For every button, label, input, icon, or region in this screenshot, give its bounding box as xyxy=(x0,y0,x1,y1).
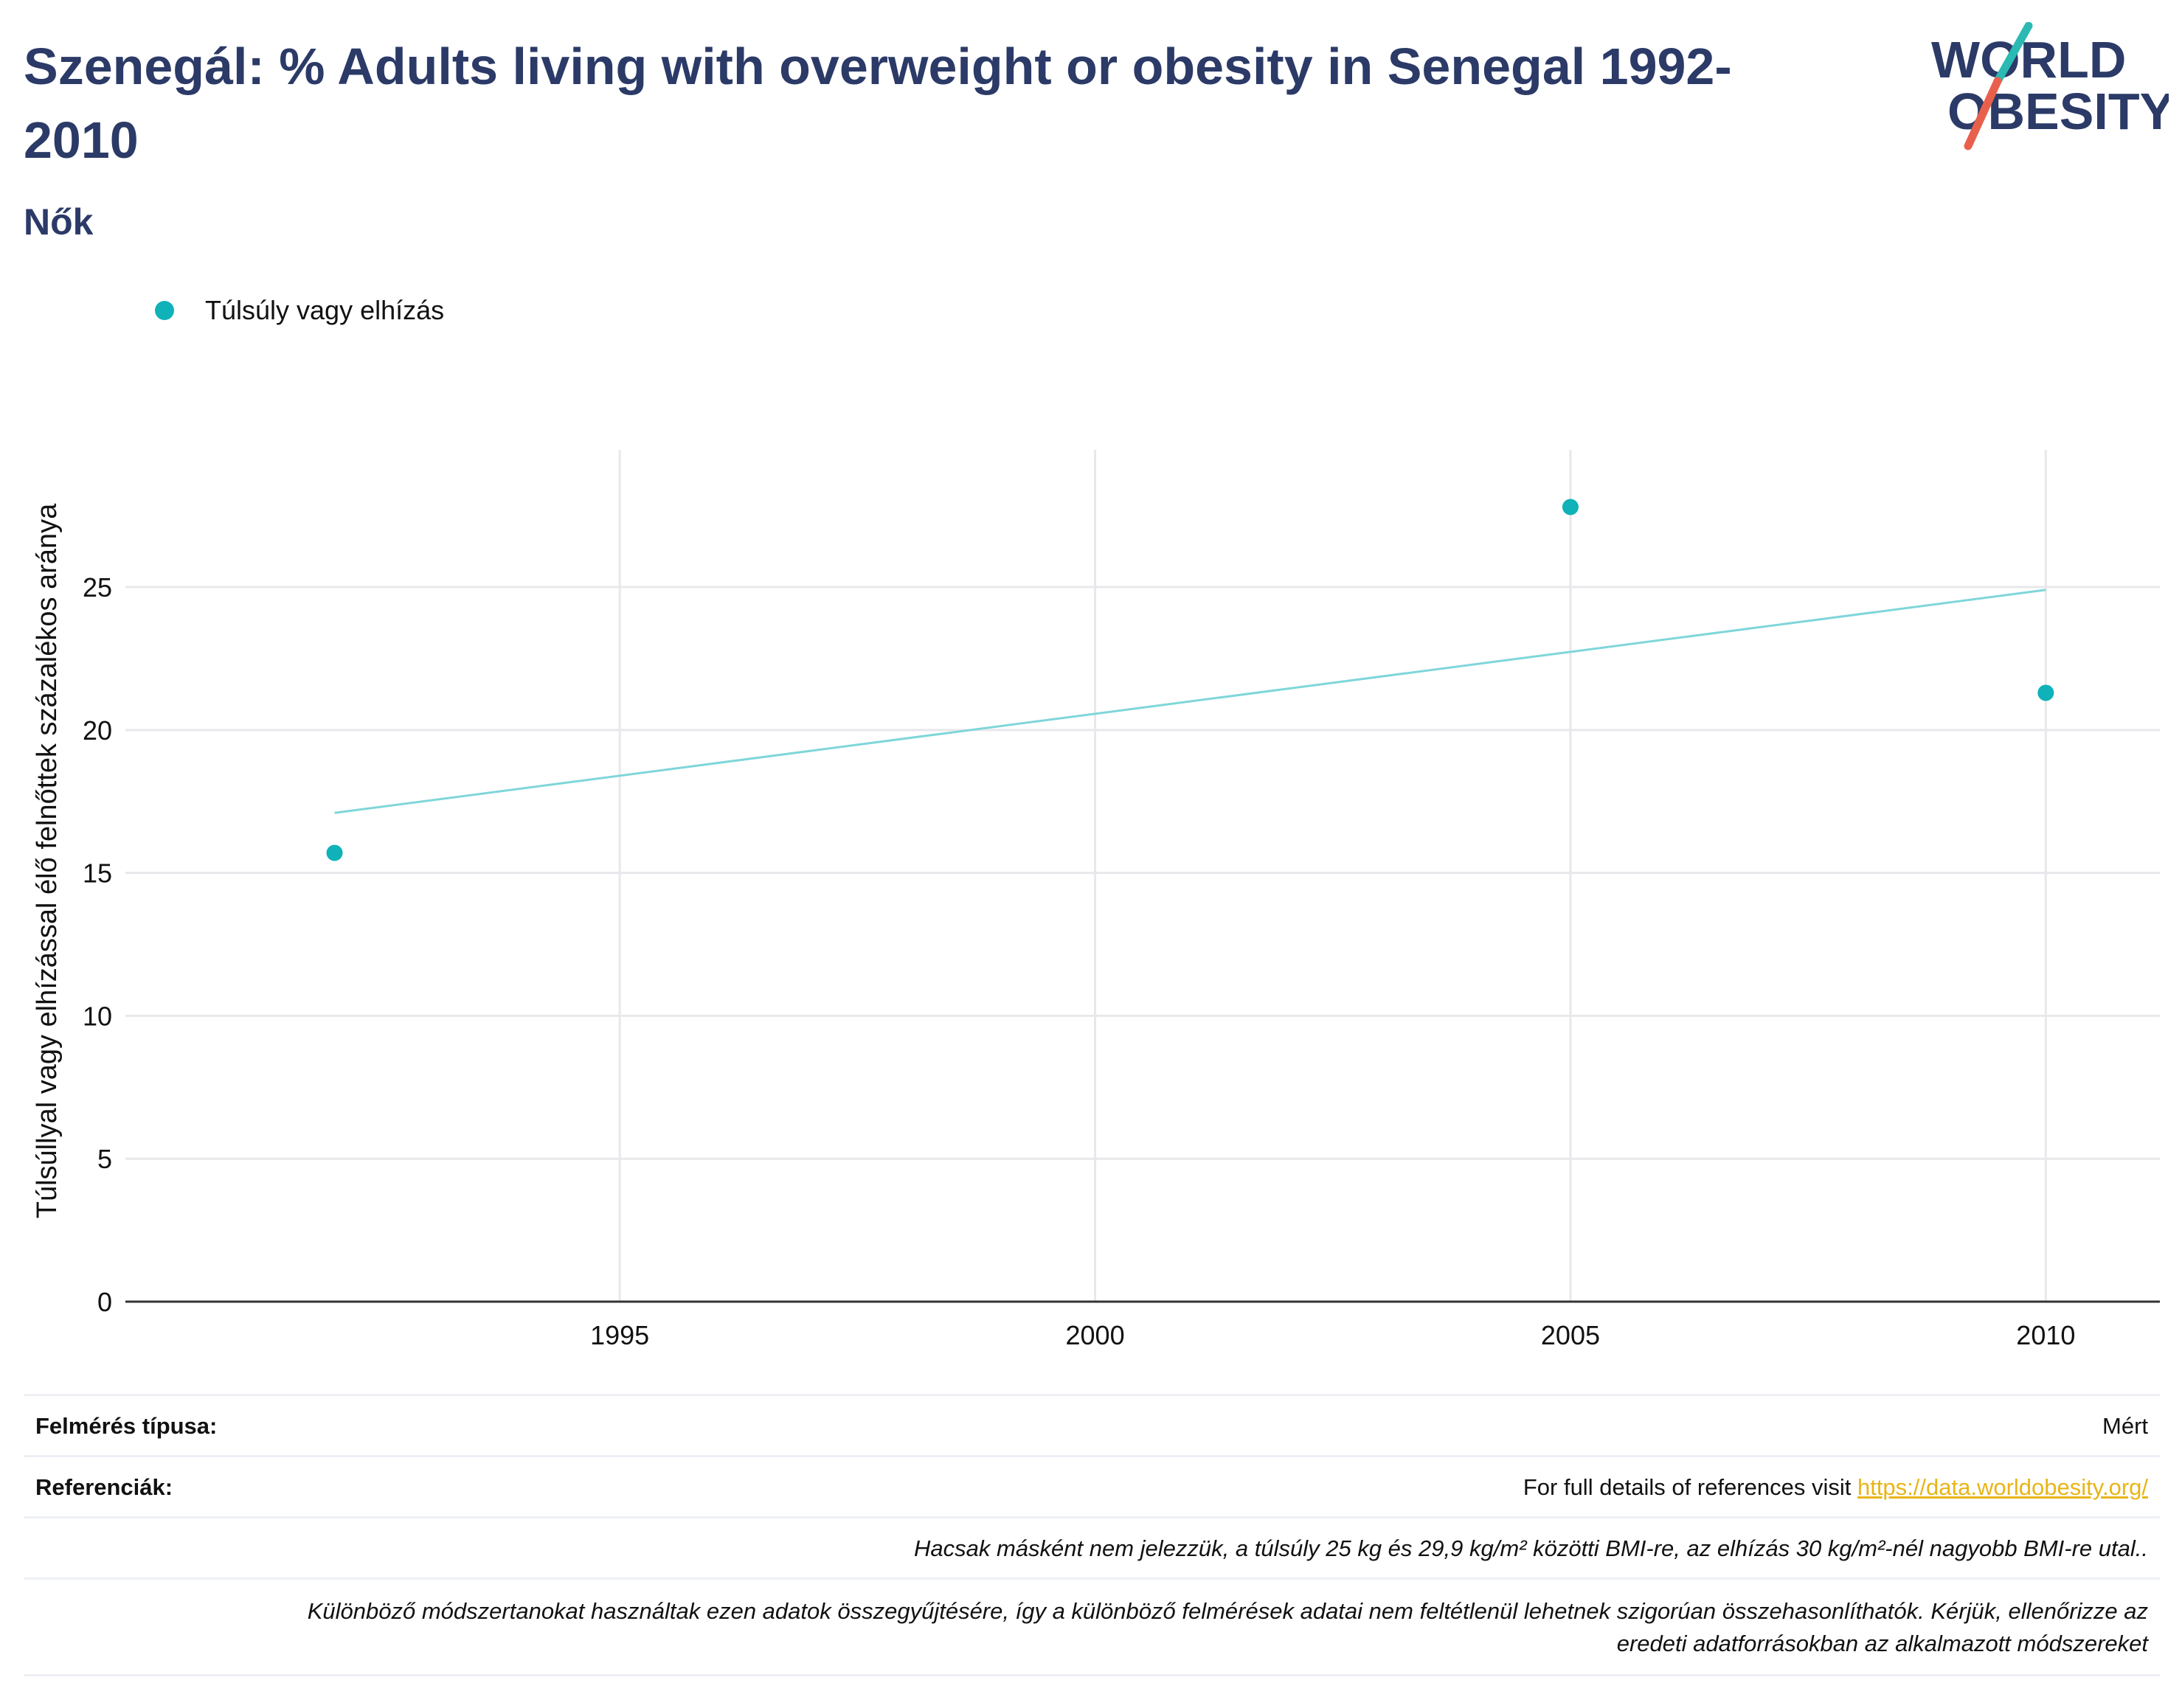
references-link[interactable]: https://data.worldobesity.org/ xyxy=(1857,1474,2148,1500)
definition-note: Hacsak másként nem jelezzük, a túlsúly 2… xyxy=(914,1535,2148,1561)
footer-row-references: Referenciák: For full details of referen… xyxy=(24,1457,2160,1518)
x-tick-label: 1995 xyxy=(590,1320,649,1350)
y-tick-label: 20 xyxy=(83,715,112,746)
y-tick-label: 15 xyxy=(83,858,112,889)
logo-slash-red xyxy=(1964,77,2002,150)
world-obesity-logo: WORLD OBESITY xyxy=(1931,22,2169,150)
scatter-chart: 0 5 10 15 20 25 1995 2000 2005 2010 Túlsúllyal vag… xyxy=(32,450,2160,1350)
data-point xyxy=(1562,499,1579,515)
y-tick-label: 10 xyxy=(83,1001,112,1031)
chart-subtitle: Nők xyxy=(24,201,94,243)
x-tick-label: 2010 xyxy=(2016,1320,2075,1350)
survey-type-label: Felmérés típusa: xyxy=(35,1413,218,1439)
legend-label: Túlsúly vagy elhízás xyxy=(205,295,445,325)
survey-type-value: Mért xyxy=(2102,1413,2148,1439)
logo-word-1: WORLD xyxy=(1931,31,2126,88)
logo-slash-teal xyxy=(1993,22,2033,86)
page-title: Szenegál: % Adults living with overweigh… xyxy=(24,38,1732,169)
data-point xyxy=(326,844,343,861)
y-tick-label: 5 xyxy=(97,1144,112,1174)
legend[interactable]: Túlsúly vagy elhízás xyxy=(155,295,444,326)
methodology-note-line1: Különböző módszertanokat használtak ezen… xyxy=(307,1598,2148,1624)
footer-row-survey-type: Felmérés típusa: Mért xyxy=(24,1396,2160,1457)
footer-row-methodology: Különböző módszertanokat használtak ezen… xyxy=(24,1580,2160,1676)
references-text: For full details of references visit xyxy=(1523,1474,1857,1500)
legend-marker xyxy=(155,301,174,320)
methodology-note: Különböző módszertanokat használtak ezen… xyxy=(308,1595,2148,1660)
footer-row-definition: Hacsak másként nem jelezzük, a túlsúly 2… xyxy=(24,1518,2160,1580)
y-tick-label: 0 xyxy=(97,1287,112,1317)
x-tick-label: 2000 xyxy=(1066,1320,1125,1350)
x-tick-label: 2005 xyxy=(1541,1320,1600,1350)
references-value: For full details of references visit htt… xyxy=(1523,1474,2148,1501)
trend-line xyxy=(334,589,2046,814)
footer-top-rule xyxy=(24,1394,2160,1396)
methodology-note-line2: eredeti adatforrásokban az alkalmazott m… xyxy=(1616,1631,2148,1656)
y-tick-label: 25 xyxy=(83,572,112,603)
references-label: Referenciák: xyxy=(35,1474,173,1500)
y-axis-label: Túlsúllyal vagy elhízással élő felnőttek… xyxy=(32,503,63,1218)
data-point xyxy=(2037,684,2054,701)
